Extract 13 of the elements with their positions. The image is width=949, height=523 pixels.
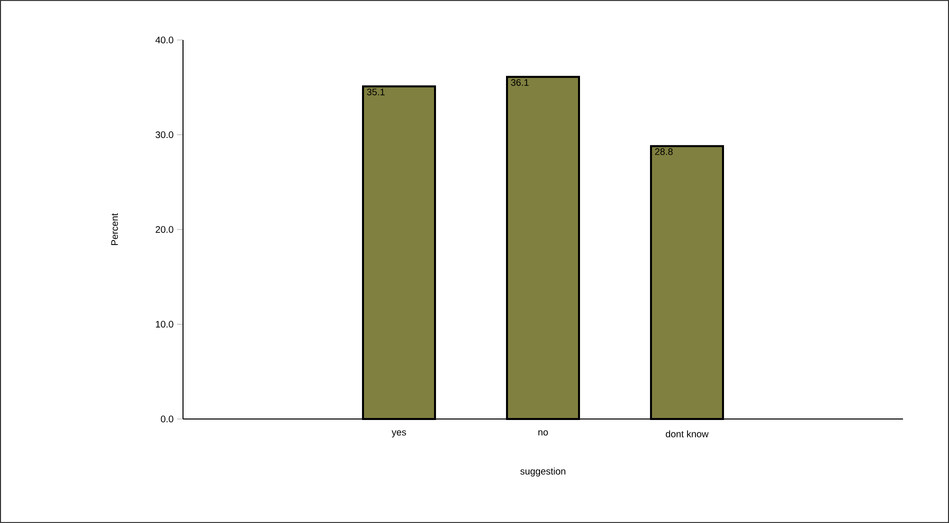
- data-label: 35.1: [367, 88, 385, 96]
- y-axis-title: Percent: [111, 213, 118, 246]
- x-axis-title: suggestion: [520, 468, 566, 476]
- y-tick-label: 0.0: [160, 416, 174, 422]
- y-tick-label: 10.0: [156, 320, 174, 328]
- y-tick-label: 40.0: [155, 36, 174, 44]
- y-tick-label: 20.0: [156, 226, 174, 233]
- x-tick-label: no: [538, 430, 548, 436]
- x-tick-label: yes: [392, 430, 406, 438]
- data-label: 28.8: [655, 148, 673, 156]
- x-tick-label: dont know: [666, 430, 709, 438]
- data-label: 36.1: [511, 79, 529, 86]
- y-tick-label: 30.0: [156, 131, 174, 138]
